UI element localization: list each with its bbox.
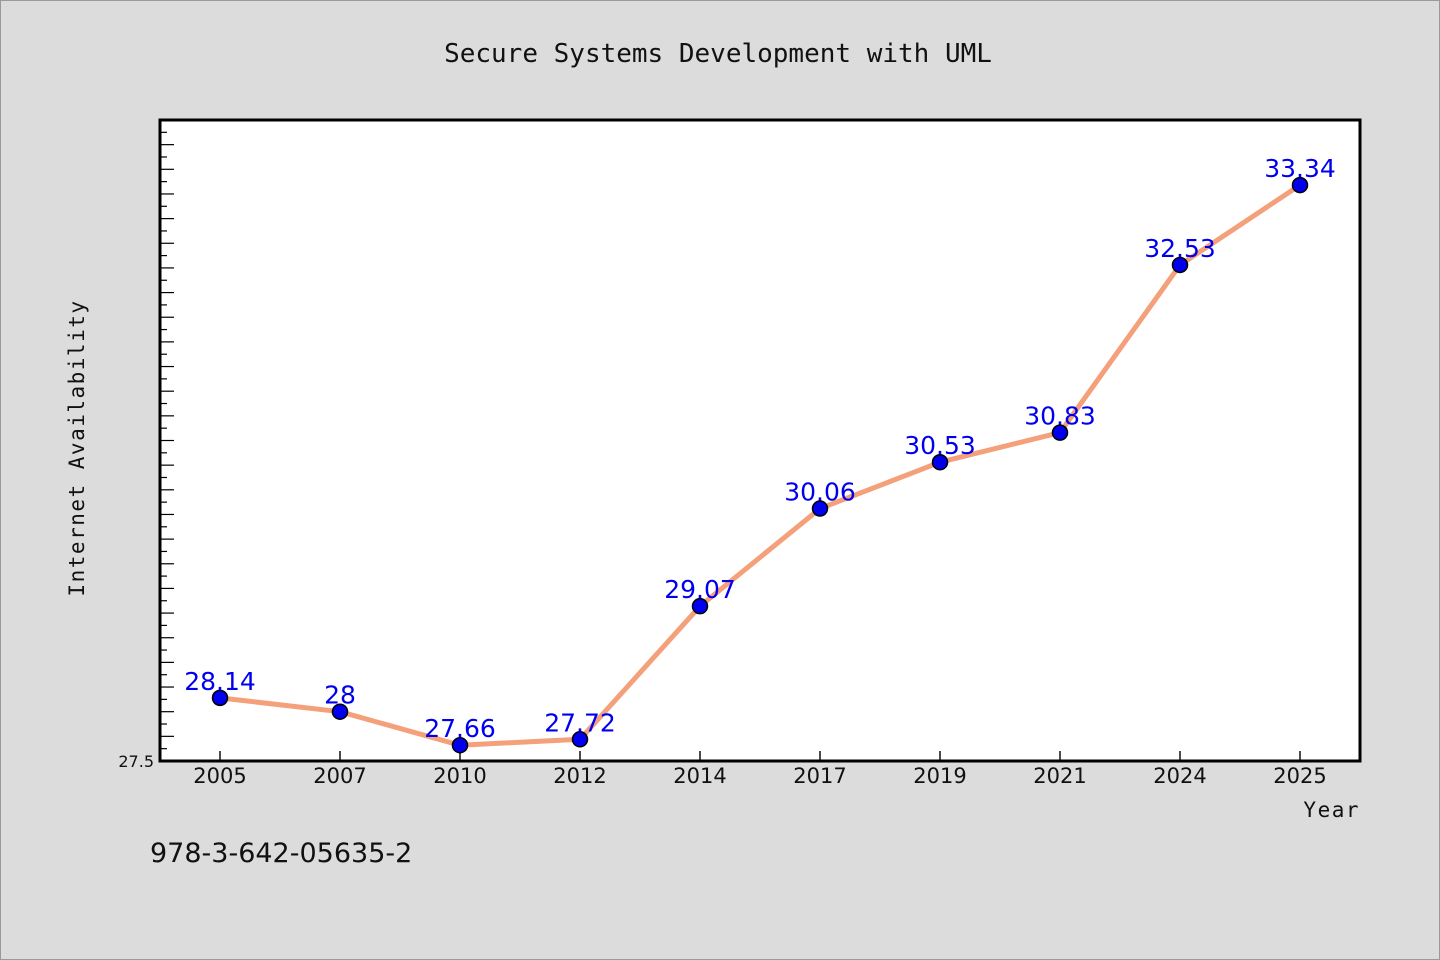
data-label: 29.07 [664, 575, 736, 604]
x-tick-label: 2025 [1273, 764, 1326, 788]
data-point [811, 500, 829, 517]
plot-area [158, 118, 1362, 763]
data-label: 27.72 [544, 708, 616, 737]
x-tick-label: 2014 [673, 764, 726, 788]
data-point [1171, 256, 1189, 274]
data-points [211, 176, 1309, 754]
x-axis-title: Year [1303, 798, 1360, 822]
data-point [331, 703, 349, 720]
data-point [1051, 424, 1069, 441]
data-label: 33.34 [1264, 154, 1336, 183]
x-tick-label: 2019 [913, 764, 966, 788]
data-label: 28 [324, 681, 356, 710]
x-axis-tick-labels: 2005 2007 2010 2012 2014 2017 2019 2021 2024 2025 [193, 764, 1326, 788]
y-axis-tick-labels: 27.5 [118, 752, 154, 771]
data-point [691, 597, 709, 615]
x-tick-label: 2010 [433, 764, 486, 788]
data-label: 30.83 [1024, 402, 1096, 431]
x-tick-label: 2012 [553, 764, 606, 788]
series-line [219, 183, 1302, 748]
data-label: 30.06 [784, 478, 856, 507]
data-point [211, 689, 229, 707]
x-tick-label: 2005 [193, 764, 246, 788]
data-point [931, 453, 949, 471]
y-axis-ticks [160, 131, 174, 750]
data-point [1291, 176, 1309, 194]
data-point [451, 736, 469, 754]
data-label: 28.14 [184, 667, 256, 696]
x-tick-label: 2024 [1153, 764, 1206, 788]
isbn-text: 978-3-642-05635-2 [150, 838, 412, 869]
data-label: 32.53 [1144, 234, 1216, 263]
data-label: 27.66 [424, 714, 496, 743]
x-tick-label: 2017 [793, 764, 846, 788]
x-axis-ticks [219, 751, 1301, 761]
y-axis-title: Internet Availability [65, 299, 89, 596]
y-tick-label: 27.5 [118, 752, 154, 771]
x-tick-label: 2007 [313, 764, 366, 788]
data-label: 30.53 [904, 431, 976, 460]
x-tick-label: 2021 [1033, 764, 1086, 788]
data-point [571, 731, 589, 748]
chart-title: Secure Systems Development with UML [444, 39, 992, 69]
data-labels: 28.14 28 27.66 27.72 29.07 30.06 30.53 30.83 32.… [184, 154, 1336, 743]
